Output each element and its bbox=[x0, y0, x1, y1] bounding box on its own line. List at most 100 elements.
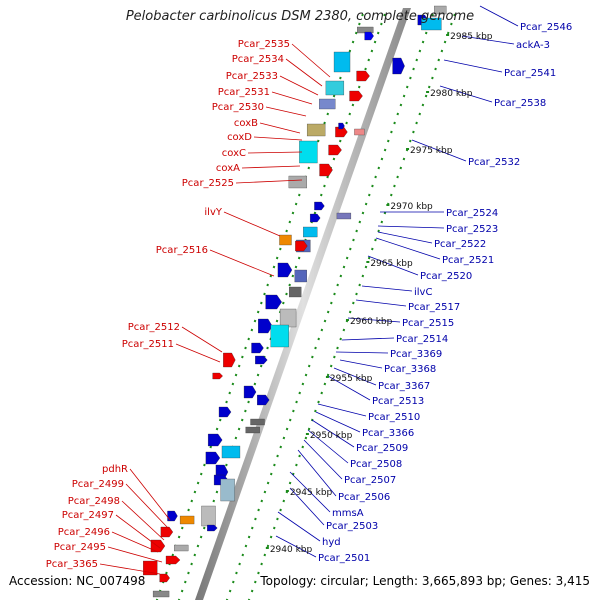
left-connector bbox=[285, 58, 323, 87]
scale-tick bbox=[253, 382, 257, 386]
scale-tick bbox=[240, 418, 244, 422]
gene-label-left: coxC bbox=[222, 148, 246, 159]
right-connector bbox=[289, 471, 331, 513]
kbp-tick-label: 2945 kbp bbox=[290, 488, 333, 498]
right-connector bbox=[275, 535, 317, 558]
scale-tick bbox=[238, 562, 241, 566]
scale-tick bbox=[396, 112, 400, 116]
scale-tick bbox=[367, 58, 371, 62]
gene-arrow bbox=[218, 406, 232, 418]
scale-tick bbox=[434, 67, 437, 71]
scale-tick bbox=[326, 112, 330, 116]
kbp-tick-label: 2955 kbp bbox=[330, 374, 373, 384]
left-connector bbox=[291, 43, 331, 78]
scale-tick bbox=[352, 301, 355, 305]
scale-tick bbox=[330, 301, 333, 305]
scale-tick bbox=[247, 400, 250, 404]
scale-tick bbox=[276, 454, 279, 458]
scale-tick bbox=[225, 400, 228, 404]
right-connector bbox=[479, 5, 519, 27]
scale-tick bbox=[396, 175, 399, 179]
left-connector bbox=[253, 136, 303, 141]
scale-tick bbox=[345, 256, 349, 260]
scale-tick bbox=[285, 229, 288, 233]
scale-tick bbox=[297, 256, 301, 260]
right-connector bbox=[439, 85, 493, 103]
scale-tick bbox=[291, 211, 295, 215]
scale-tick bbox=[421, 103, 425, 107]
left-connector bbox=[259, 122, 301, 134]
scale-tick bbox=[218, 418, 222, 422]
right-connector bbox=[375, 237, 441, 260]
scale-tick bbox=[215, 490, 219, 494]
right-connector bbox=[377, 225, 445, 229]
scale-tick bbox=[232, 580, 235, 584]
left-connector bbox=[241, 165, 301, 169]
scale-tick bbox=[155, 598, 159, 600]
left-connector bbox=[235, 179, 303, 184]
scale-tick bbox=[215, 427, 219, 431]
scale-tick bbox=[266, 544, 270, 548]
scale-tick bbox=[282, 301, 285, 305]
scale-tick bbox=[332, 157, 336, 161]
scale-tick bbox=[307, 364, 311, 368]
gene-block bbox=[250, 418, 265, 426]
scale-tick bbox=[288, 481, 292, 485]
scale-tick bbox=[247, 598, 251, 600]
right-connector bbox=[277, 511, 321, 542]
scale-tick bbox=[370, 49, 374, 53]
scale-tick bbox=[355, 292, 358, 296]
scale-tick bbox=[431, 13, 434, 17]
right-connector bbox=[333, 367, 377, 386]
scale-tick bbox=[326, 373, 330, 377]
gene-arrow bbox=[319, 163, 333, 177]
gene-label-right: Pcar_3367 bbox=[378, 381, 430, 392]
scale-tick bbox=[364, 265, 368, 269]
gene-arrow bbox=[310, 213, 321, 223]
scale-tick bbox=[348, 112, 352, 116]
gene-label-left: Pcar_2497 bbox=[62, 510, 114, 521]
scale-tick bbox=[228, 391, 232, 395]
scale-tick bbox=[371, 247, 374, 251]
scale-tick bbox=[241, 553, 245, 557]
scale-tick bbox=[260, 562, 263, 566]
scale-tick bbox=[314, 409, 317, 413]
scale-tick bbox=[354, 31, 358, 35]
gene-block bbox=[299, 140, 318, 164]
scale-tick bbox=[386, 139, 390, 143]
scale-tick bbox=[361, 274, 365, 278]
scale-tick bbox=[333, 292, 336, 296]
kbp-tick-label: 2940 kbp bbox=[270, 545, 313, 555]
scale-tick bbox=[374, 238, 377, 242]
left-connector bbox=[271, 91, 313, 105]
gene-label-right: hyd bbox=[322, 537, 341, 548]
gene-label-right: Pcar_2541 bbox=[504, 68, 556, 79]
scale-tick bbox=[443, 40, 447, 44]
scale-tick bbox=[383, 13, 386, 17]
gene-arrow bbox=[364, 31, 374, 41]
scale-tick bbox=[269, 535, 273, 539]
gene-label-right: Pcar_2522 bbox=[434, 239, 486, 250]
scale-tick bbox=[374, 175, 377, 179]
scale-tick bbox=[409, 76, 412, 80]
scale-tick bbox=[292, 409, 295, 413]
accession-text: Accession: NC_007498 bbox=[9, 574, 146, 588]
scale-tick bbox=[247, 535, 251, 539]
gene-block bbox=[279, 308, 297, 328]
scale-tick bbox=[427, 85, 431, 89]
scale-tick bbox=[446, 31, 450, 35]
gene-label-right: Pcar_2501 bbox=[318, 553, 370, 564]
scale-tick bbox=[275, 319, 279, 323]
scale-tick bbox=[424, 94, 428, 98]
scale-tick bbox=[297, 193, 301, 197]
left-connector bbox=[181, 326, 223, 353]
gene-label-left: Pcar_2496 bbox=[58, 527, 110, 538]
scale-tick bbox=[361, 13, 364, 17]
gene-label-left: Pcar_2499 bbox=[72, 479, 124, 490]
scale-tick bbox=[250, 526, 254, 530]
scale-tick bbox=[165, 571, 168, 575]
gene-arrow bbox=[258, 318, 273, 334]
scale-tick bbox=[440, 49, 444, 53]
scale-tick bbox=[266, 283, 269, 287]
